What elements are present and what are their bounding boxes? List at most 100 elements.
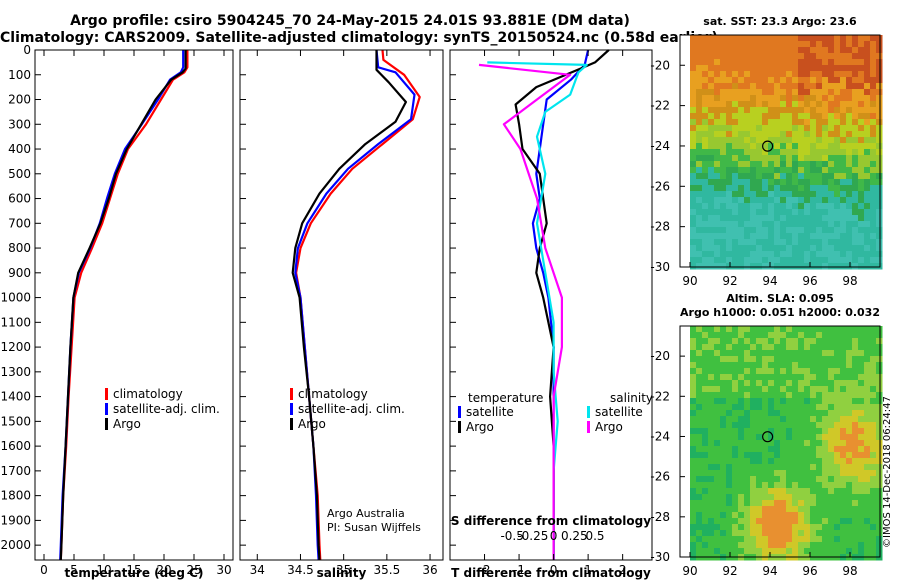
map-cell — [792, 344, 799, 351]
map-cell — [834, 257, 841, 264]
map-cell — [822, 440, 829, 447]
map-cell — [708, 35, 715, 42]
map-cell — [828, 464, 835, 471]
series-line-climatology — [59, 50, 189, 561]
map-cell — [696, 416, 703, 423]
map-cell — [726, 137, 733, 144]
map-cell — [738, 452, 745, 459]
legend-label-0: climatology — [298, 387, 368, 401]
map-cell — [714, 59, 721, 66]
map-cell — [732, 143, 739, 150]
map-cell — [750, 47, 757, 54]
map-cell — [870, 113, 877, 120]
map-cell — [738, 41, 745, 48]
map-cell — [780, 77, 787, 84]
map-cell — [750, 386, 757, 393]
map-cell — [762, 71, 769, 78]
map-cell — [816, 191, 823, 198]
map-cell — [768, 197, 775, 204]
map-cell — [732, 191, 739, 198]
map-cell — [756, 362, 763, 369]
map-cell — [852, 398, 859, 405]
map-cell — [750, 494, 757, 501]
map-cell — [804, 416, 811, 423]
map-cell — [708, 125, 715, 132]
map-cell — [804, 53, 811, 60]
map-cell — [870, 470, 877, 477]
map-cell — [858, 167, 865, 174]
map-cell — [696, 191, 703, 198]
map-cell — [732, 368, 739, 375]
map-cell — [870, 149, 877, 156]
map-cell — [696, 536, 703, 543]
map-cell — [876, 257, 883, 264]
map-cell — [804, 386, 811, 393]
map-cell — [834, 179, 841, 186]
map-cell — [732, 344, 739, 351]
map-cell — [756, 344, 763, 351]
map-cell — [846, 95, 853, 102]
map-cell — [786, 452, 793, 459]
map-cell — [696, 464, 703, 471]
map-cell — [810, 392, 817, 399]
map-cell — [804, 107, 811, 114]
map-cell — [702, 374, 709, 381]
map-cell — [840, 47, 847, 54]
map-cell — [816, 398, 823, 405]
map-cell — [750, 422, 757, 429]
map-cell — [858, 440, 865, 447]
map-cell — [744, 197, 751, 204]
map-cell — [756, 191, 763, 198]
map-cell — [792, 125, 799, 132]
map-cell — [834, 119, 841, 126]
map-cell — [708, 251, 715, 258]
map-cell — [810, 476, 817, 483]
map-cell — [828, 197, 835, 204]
map-cell — [798, 398, 805, 405]
map-cell — [858, 332, 865, 339]
map-cell — [714, 215, 721, 222]
map-cell — [762, 380, 769, 387]
map-cell — [714, 356, 721, 363]
map-cell — [834, 203, 841, 210]
map-cell — [804, 173, 811, 180]
map-cell — [738, 233, 745, 240]
map-cell — [828, 71, 835, 78]
map-cell — [744, 203, 751, 210]
map-cell — [696, 380, 703, 387]
map-cell — [792, 428, 799, 435]
map-cell — [810, 530, 817, 537]
map-cell — [750, 398, 757, 405]
map-cell — [738, 404, 745, 411]
map-cell — [714, 326, 721, 333]
map-cell — [846, 155, 853, 162]
map-cell — [714, 416, 721, 423]
map-cell — [774, 263, 781, 270]
map-cell — [762, 203, 769, 210]
map-cell — [750, 368, 757, 375]
map-cell — [870, 542, 877, 549]
map-cell — [804, 542, 811, 549]
map-cell — [816, 470, 823, 477]
map-cell — [708, 494, 715, 501]
map-cell — [822, 374, 829, 381]
map-cell — [708, 137, 715, 144]
map-cell — [864, 428, 871, 435]
map-cell — [750, 221, 757, 228]
map-cell — [852, 470, 859, 477]
map-frame — [679, 34, 881, 268]
map-cell — [744, 191, 751, 198]
map-y-tick-label: -22 — [650, 389, 670, 403]
map-cell — [870, 338, 877, 345]
map-cell — [792, 368, 799, 375]
map-cell — [738, 221, 745, 228]
map-cell — [858, 221, 865, 228]
map-cell — [804, 41, 811, 48]
map-cell — [714, 41, 721, 48]
map-cell — [726, 326, 733, 333]
map-cell — [720, 326, 727, 333]
map-cell — [774, 518, 781, 525]
map-cell — [762, 506, 769, 513]
map-cell — [816, 41, 823, 48]
map-cell — [858, 137, 865, 144]
